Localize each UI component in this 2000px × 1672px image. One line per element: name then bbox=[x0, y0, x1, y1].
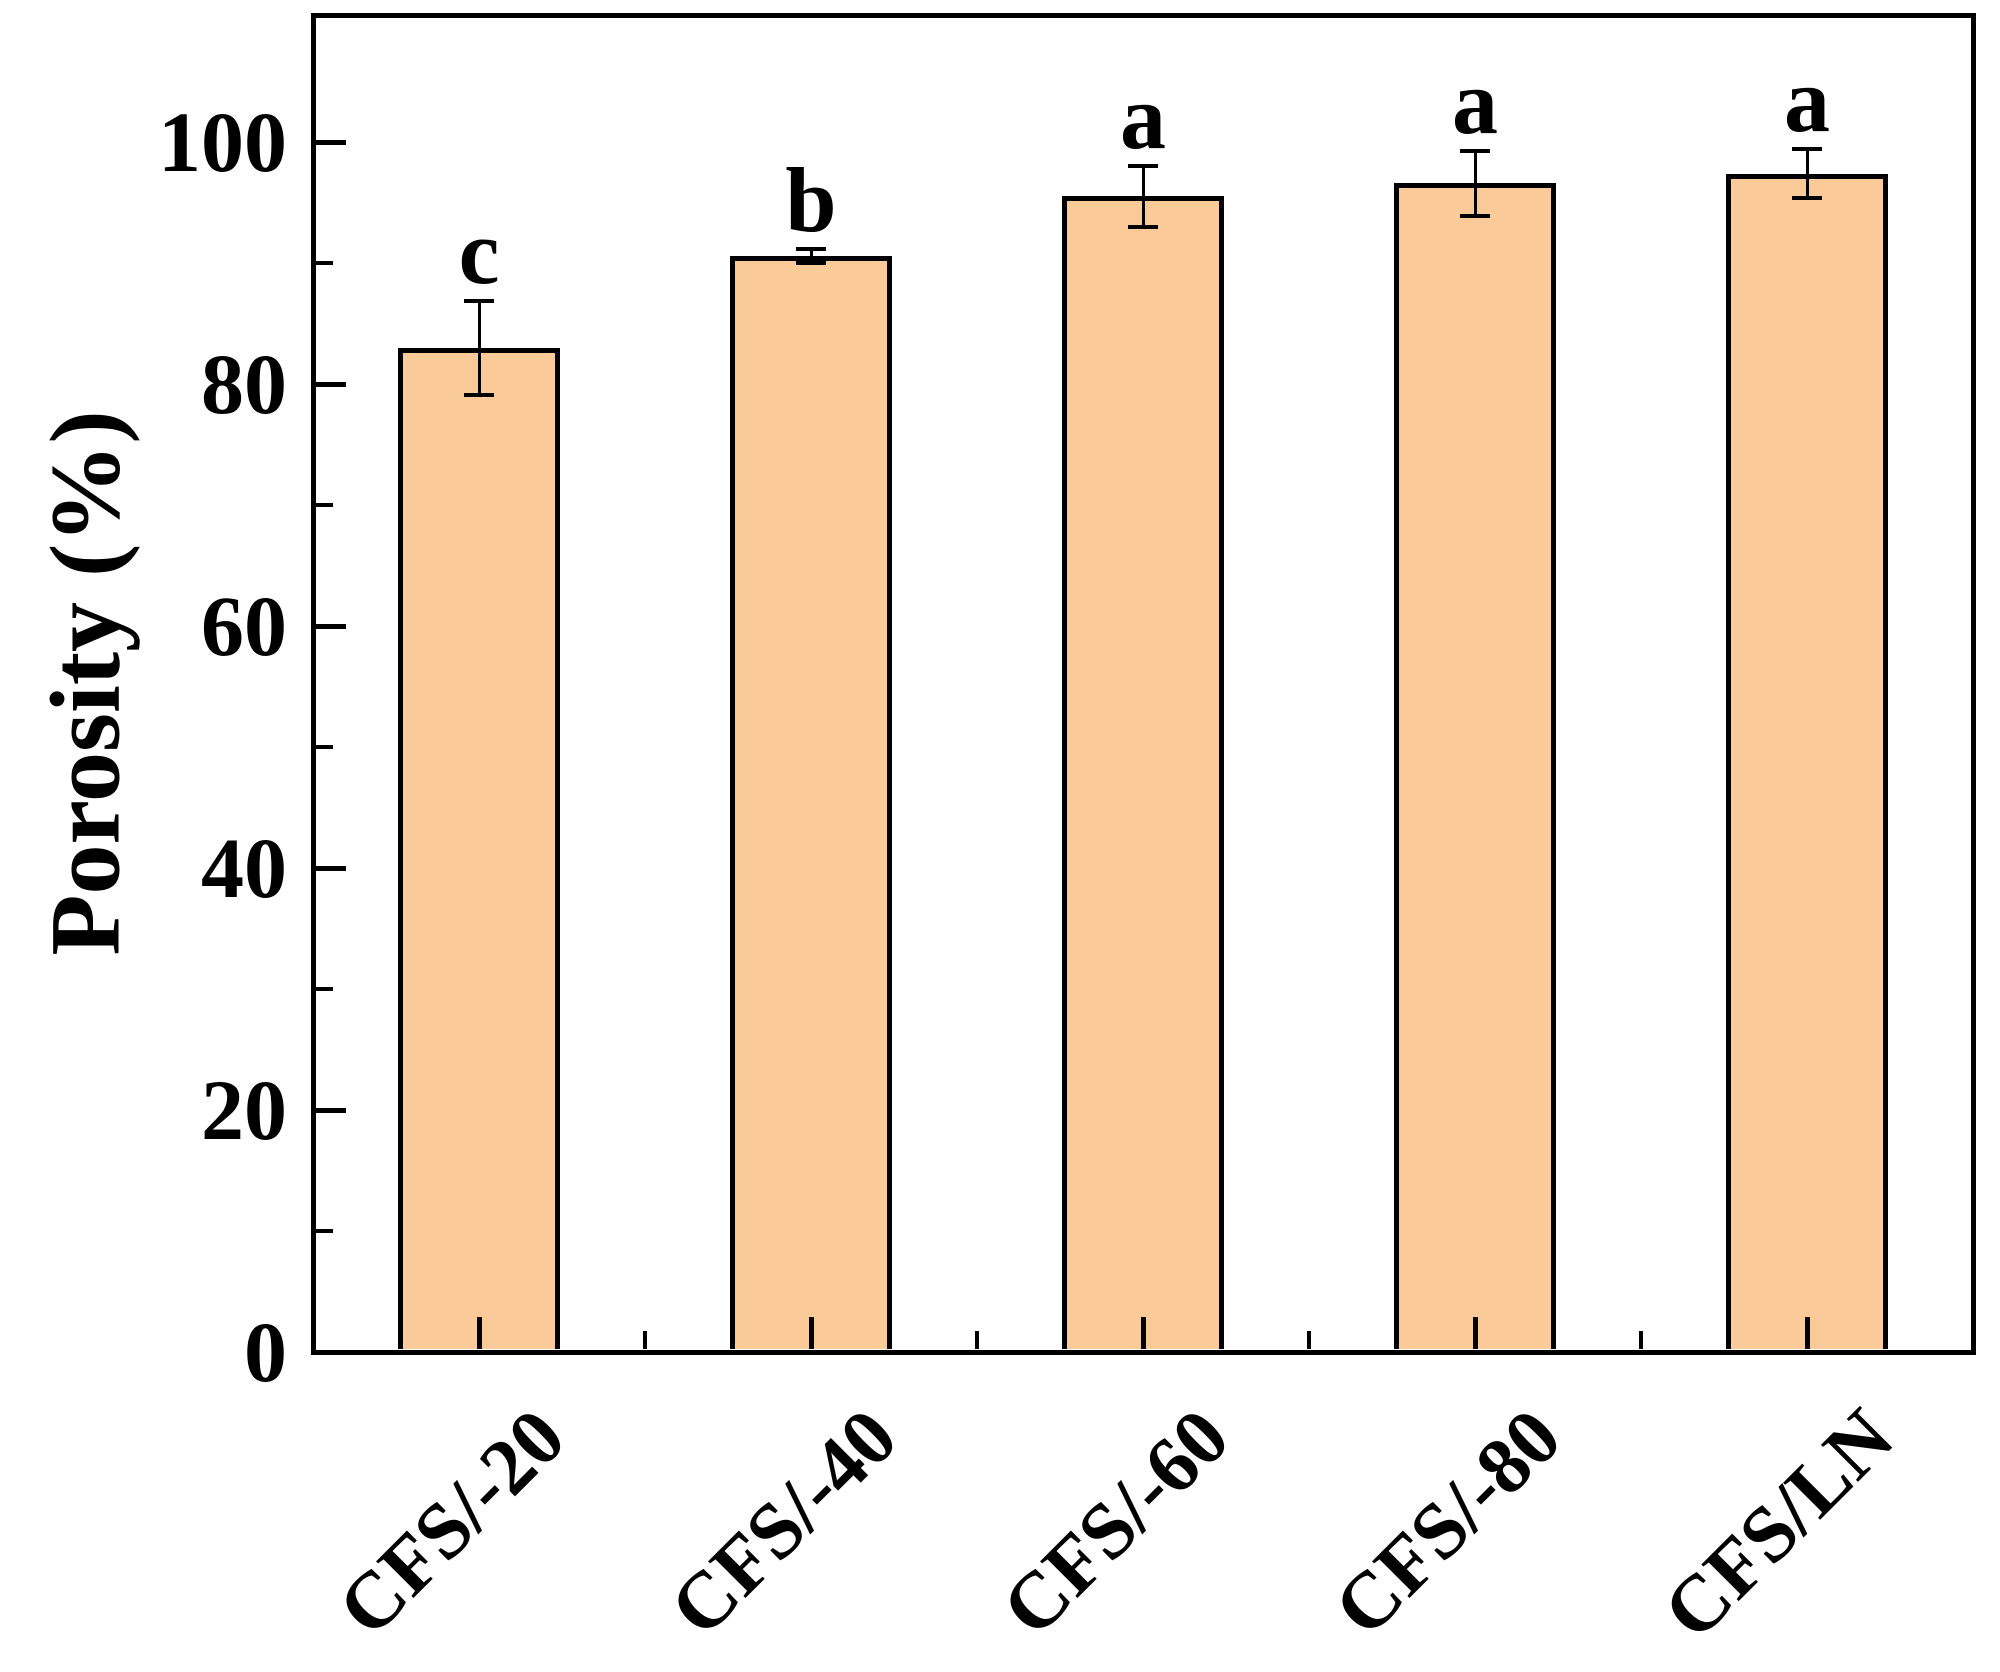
y-major-tick bbox=[316, 623, 346, 629]
error-bar-line bbox=[477, 300, 481, 395]
error-bar-bottom-cap bbox=[1128, 224, 1158, 229]
error-bar-top-cap bbox=[464, 298, 494, 303]
bar bbox=[1394, 183, 1556, 1349]
y-major-tick bbox=[316, 865, 346, 871]
y-tick-label: 40 bbox=[201, 820, 287, 917]
y-minor-tick bbox=[316, 987, 333, 991]
significance-letter: a bbox=[1784, 49, 1830, 152]
y-major-tick bbox=[316, 381, 346, 387]
error-bar-line bbox=[1473, 150, 1477, 216]
error-bar-top-cap bbox=[796, 246, 826, 251]
x-major-tick bbox=[1140, 1317, 1146, 1349]
x-minor-tick bbox=[1639, 1331, 1643, 1349]
significance-letter: c bbox=[458, 200, 500, 303]
x-major-tick bbox=[476, 1317, 482, 1349]
error-bar-bottom-cap bbox=[1792, 195, 1822, 200]
y-minor-tick bbox=[316, 745, 333, 750]
x-minor-tick bbox=[975, 1331, 979, 1349]
error-bar-bottom-cap bbox=[1460, 213, 1490, 218]
x-tick-label: CFS/-40 bbox=[653, 1392, 914, 1653]
significance-letter: b bbox=[785, 148, 837, 251]
x-tick-label: CFS/-80 bbox=[1317, 1392, 1578, 1653]
bar bbox=[398, 347, 560, 1349]
y-major-tick bbox=[316, 1107, 346, 1113]
y-tick-label: 60 bbox=[201, 578, 287, 675]
x-minor-tick bbox=[1307, 1331, 1311, 1349]
x-major-tick bbox=[1804, 1317, 1810, 1349]
error-bar-line bbox=[1141, 166, 1145, 227]
error-bar-top-cap bbox=[1792, 147, 1822, 152]
plot-frame bbox=[311, 13, 1976, 1355]
y-major-tick bbox=[316, 139, 346, 145]
y-tick-label: 20 bbox=[201, 1062, 287, 1158]
x-minor-tick bbox=[643, 1331, 647, 1349]
bar bbox=[1726, 173, 1888, 1349]
y-tick-label: 0 bbox=[244, 1304, 287, 1400]
bar bbox=[730, 255, 892, 1349]
y-tick-label: 80 bbox=[201, 336, 287, 433]
x-tick-label: CFS/-20 bbox=[321, 1392, 582, 1653]
error-bar-line bbox=[809, 248, 813, 264]
error-bar-top-cap bbox=[1128, 164, 1158, 169]
bar bbox=[1062, 196, 1224, 1349]
y-major-tick bbox=[316, 1349, 346, 1355]
y-minor-tick bbox=[316, 261, 333, 266]
x-major-tick bbox=[808, 1317, 814, 1349]
error-bar-bottom-cap bbox=[796, 261, 826, 266]
error-bar-line bbox=[1805, 149, 1809, 198]
x-tick-label: CFS/LN bbox=[1646, 1392, 1910, 1657]
error-bar-top-cap bbox=[1460, 148, 1490, 153]
error-bar-bottom-cap bbox=[464, 392, 494, 397]
significance-letter: a bbox=[1120, 66, 1166, 169]
y-tick-label: 100 bbox=[158, 94, 287, 191]
y-minor-tick bbox=[316, 1229, 333, 1233]
y-minor-tick bbox=[316, 503, 333, 508]
significance-letter: a bbox=[1452, 50, 1498, 153]
x-major-tick bbox=[1472, 1317, 1478, 1349]
x-tick-label: CFS/-60 bbox=[985, 1392, 1246, 1653]
